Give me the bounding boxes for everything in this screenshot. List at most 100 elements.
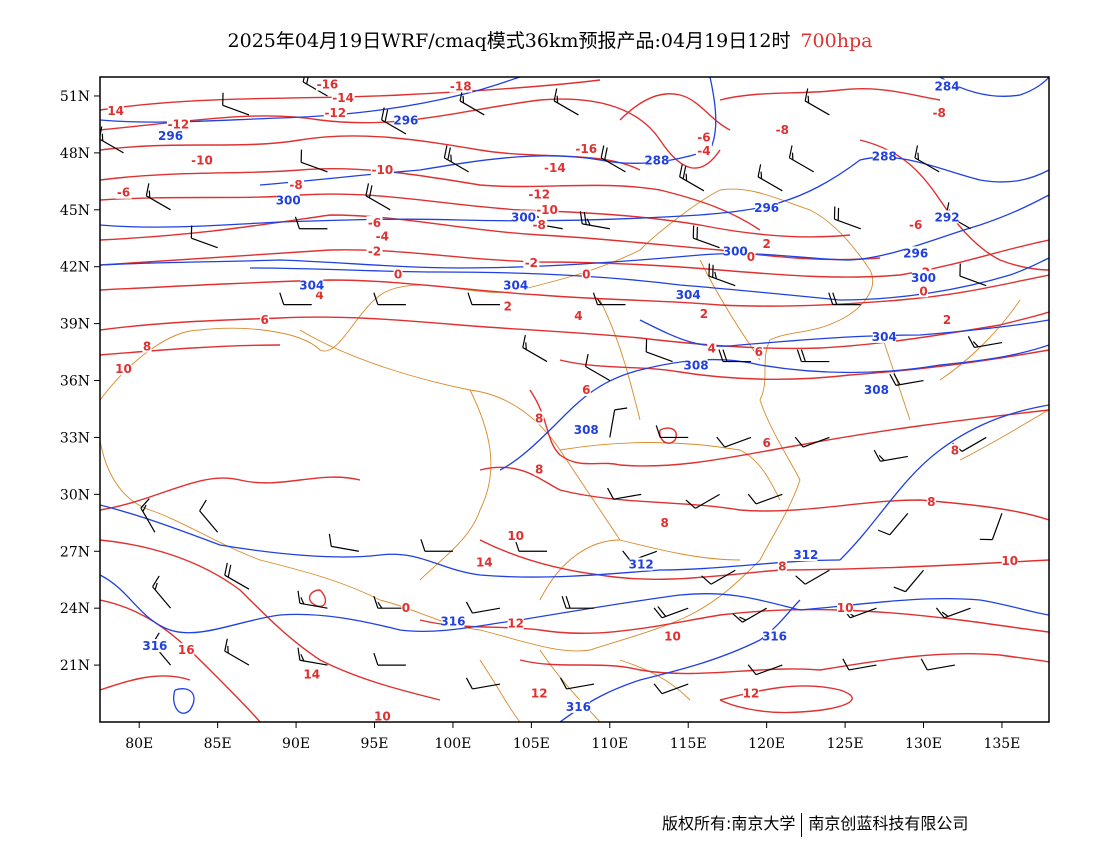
lon-tick-label: 125E [827, 736, 864, 752]
height-label-bg [159, 128, 183, 142]
company-text: 南京创蓝科技有限公司 [808, 814, 969, 833]
temperature-label-bg [449, 79, 473, 93]
height-label-bg [912, 271, 936, 285]
temperature-label-bg [695, 143, 712, 157]
temperature-label-bg [178, 642, 195, 656]
height-label: 288 [644, 153, 669, 167]
lon-tick-label: 105E [513, 736, 550, 752]
lon-tick-label: 115E [670, 736, 707, 752]
wind-barb [224, 562, 250, 590]
temperature-label-bg [323, 106, 347, 120]
temperature-label-bg [534, 411, 544, 425]
wind-barb [609, 407, 628, 438]
temperature-label: -8 [533, 218, 546, 232]
temperature-label-bg [476, 555, 493, 569]
height-contour [173, 688, 195, 714]
wind-barb [967, 336, 1003, 349]
wind-barb [873, 449, 908, 462]
height-label-bg [794, 548, 818, 562]
wind-barb [828, 292, 861, 306]
temperature-label-bg [142, 339, 152, 353]
wind-barb [559, 677, 595, 690]
lat-tick-label: 51N [60, 89, 90, 105]
temperature-label: 2 [943, 313, 951, 327]
lon-tick-label: 120E [748, 736, 785, 752]
temperature-label-bg [543, 161, 567, 175]
temperature-label-bg [401, 601, 411, 615]
wind-barb [979, 513, 1003, 541]
height-label-bg [676, 288, 700, 302]
wind-barb [794, 436, 830, 448]
temperature-label: 8 [661, 516, 669, 530]
height-label-bg [276, 193, 300, 207]
footer: 版权所有:南京大学 南京创蓝科技有限公司 [662, 810, 968, 837]
province-line-5 [599, 299, 641, 421]
wind-barb [561, 595, 595, 609]
height-label-bg [723, 244, 747, 258]
wind-barb [788, 145, 815, 173]
temperature-label-bg [260, 312, 270, 326]
temperature-label-bg [919, 284, 929, 298]
lat-tick-label: 27N [60, 544, 90, 560]
height-label-bg [935, 210, 959, 224]
temperature-label-bg [535, 202, 559, 216]
temperature-label: -8 [776, 123, 789, 137]
wind-barb [199, 499, 219, 533]
temperature-label-bg [742, 686, 759, 700]
temperature-contour [100, 168, 761, 231]
height-label: 296 [754, 201, 779, 215]
temperature-label: 10 [837, 601, 854, 615]
temperature-label: 8 [778, 559, 786, 573]
temperature-label: 8 [951, 444, 959, 458]
temperature-label: -4 [376, 229, 389, 243]
height-label-bg [684, 358, 708, 372]
wind-barb [920, 658, 955, 671]
height-label: 304 [676, 288, 701, 302]
temperature-label: -4 [697, 144, 710, 158]
wind-barb [600, 145, 626, 173]
temperature-label: 8 [535, 463, 543, 477]
temperature-label: 2 [504, 300, 512, 314]
wind-barb [747, 664, 783, 676]
latitude-axis: 51N 48N 45N 42N 39N 36N 33N 30N 27N 24N 21N [60, 89, 100, 674]
wind-barb [607, 487, 642, 500]
temperature-label: -2 [368, 245, 381, 259]
temperature-label-bg [762, 436, 772, 450]
height-label: 312 [793, 548, 818, 562]
height-contour [100, 194, 1049, 269]
temperature-label: 12 [507, 616, 524, 630]
lon-tick-label: 95E [360, 736, 388, 752]
temperature-label: -10 [536, 203, 558, 217]
wind-barb [373, 652, 406, 666]
height-label: 308 [574, 423, 599, 437]
temperature-label: 4 [315, 288, 323, 302]
temperature-label-bg [660, 515, 670, 529]
temperature-label-bg [315, 288, 325, 302]
temperature-label-bg [366, 216, 383, 230]
temperature-contour [100, 274, 1049, 307]
temperature-label-bg [926, 494, 936, 508]
height-label-bg [645, 153, 669, 167]
height-label: 308 [864, 383, 889, 397]
wind-barb [222, 92, 250, 116]
temperature-label-bg [107, 104, 124, 118]
wind-barb [935, 607, 971, 619]
wind-barb [373, 292, 406, 306]
height-label: 296 [158, 129, 183, 143]
height-label: 316 [440, 614, 465, 628]
height-contour [249, 257, 1049, 301]
temperature-contour [100, 344, 1049, 380]
longitude-axis: 80E 85E 90E 95E 100E 105E 110E 115E 120E 125E 130E… [125, 722, 1020, 752]
wind-barb [328, 533, 359, 552]
wind-barb [584, 354, 611, 382]
temperature-label: 6 [762, 436, 770, 450]
wind-barb [747, 493, 783, 505]
height-label: 304 [299, 279, 324, 293]
temperature-contour [100, 79, 601, 111]
height-label: 316 [566, 700, 591, 714]
height-label-bg [574, 422, 598, 436]
height-label: 288 [872, 150, 897, 164]
temperature-label: -8 [289, 178, 302, 192]
